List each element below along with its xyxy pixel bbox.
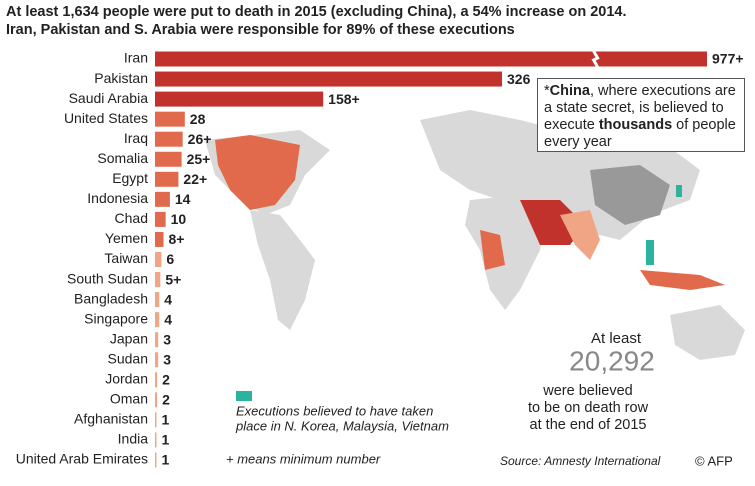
title-line: Iran, Pakistan and S. Arabia were respon… — [6, 22, 515, 38]
category-label: Japan — [110, 330, 148, 346]
value-label: 3 — [163, 351, 171, 367]
source: Source: Amnesty International — [500, 454, 661, 468]
category-label: Bangladesh — [74, 290, 148, 306]
bar — [155, 412, 157, 428]
title: At least 1,634 people were put to death … — [6, 4, 627, 38]
china-note: *China, where executions are a state sec… — [537, 78, 745, 152]
death-row-line: at the end of 2015 — [530, 417, 647, 433]
value-label: 14 — [175, 191, 191, 207]
bar — [155, 211, 166, 227]
death-row-line: to be on death row — [528, 400, 649, 416]
legend-note: Executions believed to have taken — [236, 403, 433, 418]
bar — [155, 111, 185, 127]
bar — [155, 432, 157, 448]
china-note-part: * — [544, 83, 550, 99]
title-line: At least 1,634 people were put to death … — [6, 4, 627, 20]
category-label: Yemen — [105, 230, 148, 246]
value-label: 1 — [162, 412, 170, 428]
china-note-part: of people every year — [544, 117, 736, 150]
value-label: 1 — [162, 432, 170, 448]
bar — [155, 332, 159, 348]
category-label: Chad — [115, 210, 148, 226]
category-label: Iran — [124, 50, 148, 66]
bar — [155, 191, 170, 207]
category-label: Somalia — [97, 150, 148, 166]
category-label: India — [118, 431, 149, 447]
bar — [155, 292, 160, 308]
value-label: 28 — [190, 111, 206, 127]
legend-note: place in N. Korea, Malaysia, Vietnam — [235, 418, 449, 433]
category-label: United Arab Emirates — [16, 451, 148, 467]
value-label: 977+ — [712, 51, 744, 67]
plus-note: + means minimum number — [226, 451, 381, 466]
bar — [155, 372, 158, 388]
credit: © AFP — [695, 453, 733, 468]
bar — [155, 272, 161, 288]
value-label: 22+ — [183, 171, 207, 187]
value-label: 326 — [507, 71, 531, 87]
category-label: Indonesia — [87, 190, 148, 206]
death-row-number: 20,292 — [569, 345, 655, 376]
category-label: Sudan — [108, 350, 148, 366]
value-label: 4 — [164, 311, 172, 327]
value-label: 1 — [162, 452, 170, 468]
bar — [155, 452, 157, 468]
death-row-intro: At least — [591, 330, 642, 347]
axis-break — [591, 50, 600, 68]
value-label: 26+ — [188, 131, 212, 147]
category-label: Jordan — [105, 371, 148, 387]
category-label: United States — [64, 110, 148, 126]
value-label: 10 — [171, 211, 187, 227]
category-label: Saudi Arabia — [69, 90, 149, 106]
bar — [155, 51, 707, 67]
bar — [155, 352, 159, 368]
category-label: Singapore — [84, 310, 148, 326]
value-label: 2 — [162, 372, 170, 388]
category-label: Iraq — [124, 130, 148, 146]
category-label: Afghanistan — [74, 411, 148, 427]
value-label: 3 — [163, 331, 171, 347]
china-note-part: China — [549, 83, 590, 99]
bar — [155, 71, 502, 87]
value-label: 5+ — [165, 271, 181, 287]
bar — [155, 171, 179, 187]
value-label: 158+ — [328, 91, 360, 107]
bar — [155, 252, 162, 267]
value-label: 25+ — [187, 151, 211, 167]
category-label: Pakistan — [94, 70, 148, 86]
bar — [155, 231, 164, 247]
legend-swatch — [236, 391, 252, 401]
category-label: Taiwan — [104, 250, 148, 266]
bar — [155, 312, 160, 328]
value-label: 8+ — [169, 231, 185, 247]
category-label: Oman — [110, 391, 148, 407]
value-label: 6 — [166, 251, 174, 267]
bar — [155, 392, 158, 408]
bar — [155, 151, 182, 167]
china-note-part: thousands — [598, 117, 673, 133]
value-label: 2 — [162, 392, 170, 408]
value-label: 4 — [164, 291, 172, 307]
bar — [155, 131, 183, 147]
bar — [155, 91, 324, 107]
death-row-line: were believed — [542, 383, 632, 399]
category-label: Egypt — [112, 170, 148, 186]
category-label: South Sudan — [67, 270, 148, 286]
china-note-part: , where executions are a state secret, i… — [544, 83, 736, 133]
